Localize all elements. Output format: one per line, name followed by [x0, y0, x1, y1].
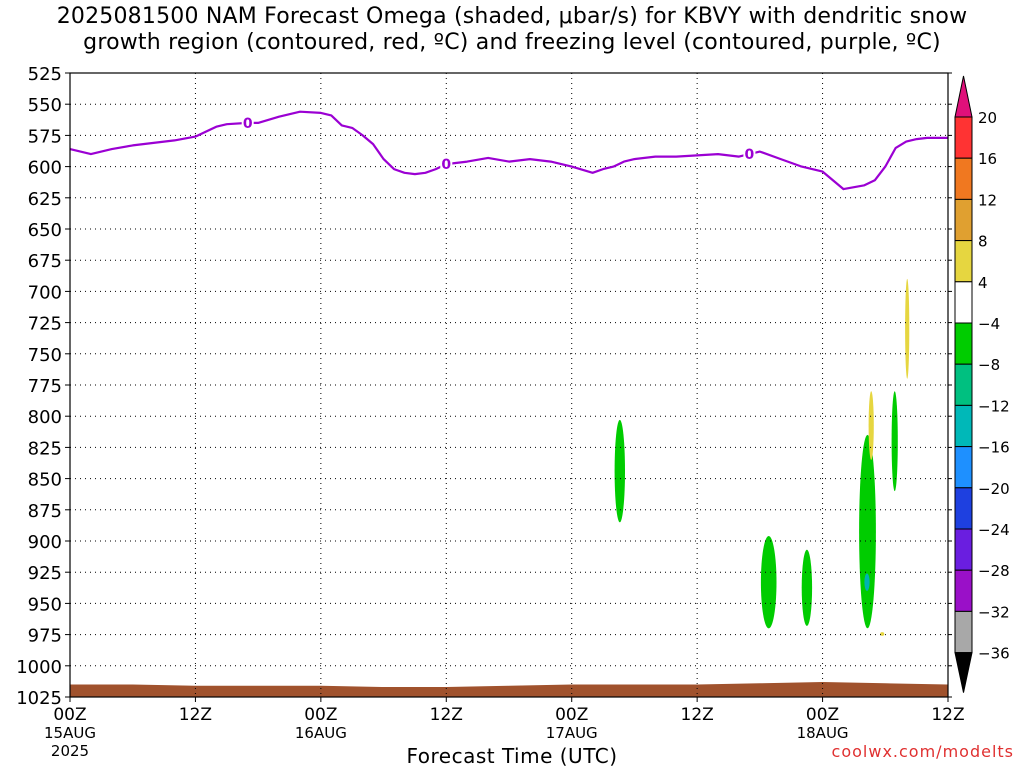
freezing-level-label-2: 0 [745, 147, 755, 163]
x-year-label-0: 2025 [51, 742, 89, 760]
colorbar-bin-8 [954, 404, 973, 448]
site-watermark: coolwx.com/modelts [831, 742, 1014, 761]
colorbar-label-9: −20 [978, 480, 1010, 498]
x-date-label-0: 15AUG [44, 724, 96, 742]
omega-region-6 [868, 391, 874, 460]
y-tick-label-550: 550 [28, 95, 62, 116]
colorbar-bin-7 [954, 363, 973, 406]
y-tick-label-675: 675 [28, 251, 62, 272]
colorbar-label-6: −8 [978, 356, 1000, 374]
x-tick-label-84: 12Z [931, 705, 964, 725]
omega-region-7 [905, 278, 910, 379]
omega-region-1 [760, 536, 777, 629]
colorbar-label-0: 20 [978, 109, 997, 127]
omega-region-2 [801, 549, 813, 626]
x-tick-label-36: 12Z [430, 705, 463, 725]
x-date-label-24: 16AUG [295, 724, 347, 742]
chart-title-line-2: growth region (contoured, red, ºC) and f… [83, 30, 941, 55]
x-tick-label-0: 00Z [53, 705, 86, 725]
terrain-surface [70, 682, 948, 697]
x-tick-label-48: 00Z [555, 705, 588, 725]
freezing-label-bg-2 [743, 146, 756, 163]
y-tick-label-950: 950 [28, 594, 62, 615]
y-tick-label-875: 875 [28, 501, 62, 522]
colorbar-bin-6 [954, 322, 973, 365]
y-tick-label-650: 650 [28, 220, 62, 241]
x-tick-label-12: 12Z [179, 705, 212, 725]
freezing-label-bg-1 [440, 156, 453, 173]
x-date-label-48: 17AUG [546, 724, 598, 742]
colorbar-label-12: −32 [978, 603, 1010, 621]
y-tick-label-525: 525 [28, 64, 62, 85]
colorbar-label-13: −36 [978, 645, 1010, 663]
x-tick-label-60: 12Z [681, 705, 714, 725]
colorbar-label-11: −28 [978, 562, 1010, 580]
x-tick-label-72: 00Z [806, 705, 839, 725]
omega-region-5 [891, 391, 898, 492]
y-tick-label-700: 700 [28, 282, 62, 303]
y-tick-label-775: 775 [28, 376, 62, 397]
colorbar-label-3: 8 [978, 233, 988, 251]
colorbar-bin-1 [954, 116, 973, 159]
omega-region-4 [864, 573, 870, 591]
colorbar-bin-13 [954, 610, 973, 654]
colorbar-bin-12 [954, 569, 973, 612]
colorbar: 20 16 12 8 4 −4 −8 −12 −16 −20 −24 −28 −32 −36 [954, 75, 1010, 693]
omega-region-8 [880, 632, 885, 636]
y-tick-label-1000: 1000 [16, 657, 62, 678]
colorbar-bin-11 [954, 528, 973, 571]
colorbar-label-4: 4 [978, 274, 988, 292]
colorbar-bin-3 [954, 198, 973, 242]
freezing-label-bg-0 [241, 114, 254, 131]
y-tick-label-800: 800 [28, 407, 62, 428]
y-tick-label-725: 725 [28, 314, 62, 335]
omega-region-0 [614, 419, 625, 523]
colorbar-label-8: −16 [978, 439, 1010, 457]
omega-region-3 [859, 434, 876, 629]
freezing-level-label-1: 0 [441, 157, 451, 173]
colorbar-label-1: 16 [978, 150, 997, 168]
colorbar-label-10: −24 [978, 521, 1010, 539]
chart-title: 2025081500 NAM Forecast Omega (shaded, μ… [0, 4, 1024, 56]
y-tick-label-850: 850 [28, 470, 62, 491]
y-tick-label-575: 575 [28, 126, 62, 147]
y-tick-label-750: 750 [28, 345, 62, 366]
y-tick-label-825: 825 [28, 438, 62, 459]
colorbar-bin-4 [954, 240, 973, 283]
colorbar-label-7: −12 [978, 397, 1010, 415]
colorbar-label-5: −4 [978, 315, 1000, 333]
y-tick-label-600: 600 [28, 158, 62, 179]
colorbar-label-2: 12 [978, 191, 997, 209]
x-tick-label-24: 00Z [304, 705, 337, 725]
x-axis-title: Forecast Time (UTC) [406, 744, 618, 768]
colorbar-bin-9 [954, 446, 973, 489]
colorbar-bin-2 [954, 157, 973, 200]
colorbar-bin-10 [954, 487, 973, 530]
plot-area: 0 0 0 525 550 575 600 625 650 675 700 725 750 775 800 8… [16, 64, 964, 760]
freezing-level-label-0: 0 [243, 116, 253, 132]
y-tick-label-625: 625 [28, 189, 62, 210]
colorbar-bin-5 [954, 281, 973, 324]
y-tick-label-900: 900 [28, 532, 62, 553]
y-tick-label-925: 925 [28, 563, 62, 584]
chart-title-line-1: 2025081500 NAM Forecast Omega (shaded, μ… [56, 4, 968, 29]
y-tick-label-975: 975 [28, 626, 62, 647]
colorbar-top-arrow [954, 75, 973, 118]
y-tick-label-1025: 1025 [16, 688, 62, 709]
plot-background [70, 73, 948, 697]
colorbar-bottom-arrow [954, 652, 973, 693]
x-date-label-72: 18AUG [797, 724, 849, 742]
